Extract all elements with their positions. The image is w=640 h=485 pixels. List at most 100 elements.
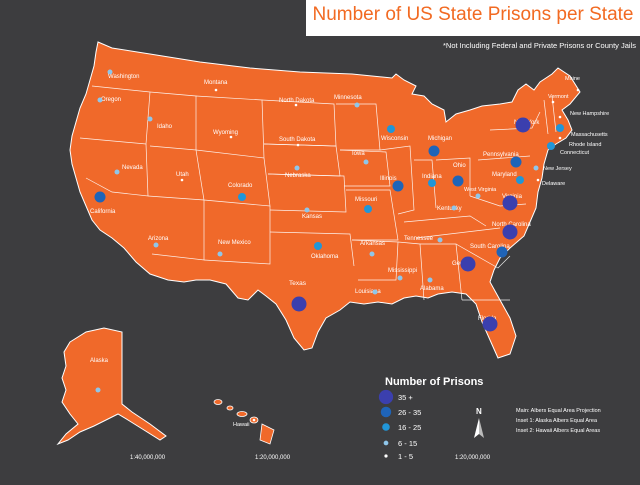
california-label: California xyxy=(90,209,116,215)
north-arrow-icon: N xyxy=(474,407,484,438)
hawaii-label: Hawaii xyxy=(233,422,250,428)
montana-label: Montana xyxy=(204,80,228,86)
minnesota-label: Minnesota xyxy=(334,95,362,101)
michigan-label: Michigan xyxy=(428,136,452,142)
wisconsin-label: Wisconsin xyxy=(381,136,408,142)
ohio-label: Ohio xyxy=(453,163,466,169)
legend-swatch-4 xyxy=(383,440,389,446)
south-dakota-label: South Dakota xyxy=(279,137,316,143)
missouri-prison-marker xyxy=(364,205,372,213)
colorado-prison-marker xyxy=(238,193,246,201)
north-carolina-prison-marker xyxy=(502,224,518,240)
legend-swatch-5 xyxy=(384,454,388,458)
legend-items: 35 + 26 - 35 16 - 25 6 - 15 1 - 5 xyxy=(378,389,421,461)
mississippi-label: Mississippi xyxy=(388,268,417,274)
oklahoma-prison-marker xyxy=(314,242,322,250)
south-dakota-prison-marker xyxy=(296,143,300,147)
arkansas-prison-marker xyxy=(369,251,375,257)
wisconsin-prison-marker xyxy=(387,125,395,133)
scale-main: 1:20,000,000 xyxy=(455,455,491,461)
georgia-prison-marker xyxy=(460,256,476,272)
nevada-prison-marker xyxy=(114,169,120,175)
utah-label: Utah xyxy=(176,172,189,178)
alaska-label: Alaska xyxy=(90,358,109,364)
title-box: Number of US State Prisons per State xyxy=(306,0,640,36)
mississippi-prison-marker xyxy=(397,275,403,281)
montana-prison-marker xyxy=(214,88,218,92)
kentucky-label: Kentucky xyxy=(437,206,462,212)
maryland-prison-marker xyxy=(516,176,524,184)
nebraska-label: Nebraska xyxy=(285,173,311,179)
tennessee-prison-marker xyxy=(437,237,443,243)
south-carolina-prison-marker xyxy=(496,246,508,258)
south-carolina-label: South Carolina xyxy=(470,244,510,250)
vermont-prison-marker xyxy=(551,100,555,104)
illinois-label: Illinois xyxy=(380,176,397,182)
arizona-prison-marker xyxy=(153,242,159,248)
illinois-prison-marker xyxy=(392,180,404,192)
massachusetts-prison-marker xyxy=(556,124,564,132)
texas-label: Texas xyxy=(289,280,307,287)
alaska-prison-marker xyxy=(95,387,101,393)
legend-swatch-3 xyxy=(382,423,390,431)
rhode-island-label: Rhode Island xyxy=(569,142,601,148)
legend-label-1: 35 + xyxy=(398,393,413,402)
legend: Number of Prisons 35 + 26 - 35 16 - 25 6 - … xyxy=(378,376,483,461)
maine-label: Maine xyxy=(565,76,580,82)
new-york-prison-marker xyxy=(515,117,531,133)
hawaii-prison-marker xyxy=(252,418,256,422)
arkansas-label: Arkansas xyxy=(360,241,385,247)
louisiana-prison-marker xyxy=(372,289,378,295)
alabama-prison-marker xyxy=(427,277,433,283)
louisiana-label: Louisiana xyxy=(355,289,381,295)
missouri-label: Missouri xyxy=(355,197,377,203)
idaho-prison-marker xyxy=(147,116,153,122)
scale-hawaii: 1:20,000,000 xyxy=(255,455,291,461)
idaho-label: Idaho xyxy=(157,124,173,130)
new-mexico-prison-marker xyxy=(217,251,223,257)
delaware-prison-marker xyxy=(536,178,540,182)
iowa-prison-marker xyxy=(363,159,369,165)
new-hampshire-label: New Hampshire xyxy=(570,111,609,117)
west-virginia-label: West Virginia xyxy=(464,187,497,193)
connecticut-label: Connecticut xyxy=(560,150,590,156)
legend-swatch-2 xyxy=(380,406,392,418)
hawaii-land xyxy=(213,399,275,445)
oregon-label: Oregon xyxy=(101,97,121,103)
iowa-label: Iowa xyxy=(352,151,365,157)
map-title: Number of US State Prisons per State xyxy=(312,4,634,25)
minnesota-prison-marker xyxy=(354,102,360,108)
rhode-island-prison-marker xyxy=(558,136,562,140)
scale-labels: 1:40,000,000 1:20,000,000 1:20,000,000 xyxy=(130,455,491,461)
maine-prison-marker xyxy=(576,88,580,92)
new-mexico-label: New Mexico xyxy=(218,240,251,246)
utah-prison-marker xyxy=(180,178,184,182)
contiguous-us-land xyxy=(69,41,581,359)
nevada-label: Nevada xyxy=(122,165,143,171)
projection-note-1: Main: Albers Equal Area Projection xyxy=(516,408,601,414)
wyoming-prison-marker xyxy=(229,135,233,139)
michigan-prison-marker xyxy=(428,145,440,157)
washington-prison-marker xyxy=(107,69,113,75)
pennsylvania-label: Pennsylvania xyxy=(483,152,519,158)
texas-prison-marker xyxy=(291,296,307,312)
alaska-land xyxy=(56,327,167,446)
delaware-label: Delaware xyxy=(542,181,565,187)
colorado-label: Colorado xyxy=(228,183,253,189)
new-jersey-prison-marker xyxy=(533,165,539,171)
kansas-label: Kansas xyxy=(302,214,322,220)
florida-prison-marker xyxy=(482,316,498,332)
north-dakota-label: North Dakota xyxy=(279,98,315,104)
vermont-label: Vermont xyxy=(548,94,569,100)
oklahoma-label: Oklahoma xyxy=(311,254,339,260)
ohio-prison-marker xyxy=(452,175,464,187)
map-subtitle: *Not Including Federal and Private Priso… xyxy=(442,41,636,50)
california-prison-marker xyxy=(94,191,106,203)
projection-notes: Main: Albers Equal Area Projection Inset… xyxy=(516,408,601,434)
kentucky-prison-marker xyxy=(451,205,457,211)
new-hampshire-prison-marker xyxy=(558,115,562,119)
projection-note-3: Inset 2: Hawaii Albers Equal Areas xyxy=(516,428,600,434)
oregon-prison-marker xyxy=(97,97,103,103)
